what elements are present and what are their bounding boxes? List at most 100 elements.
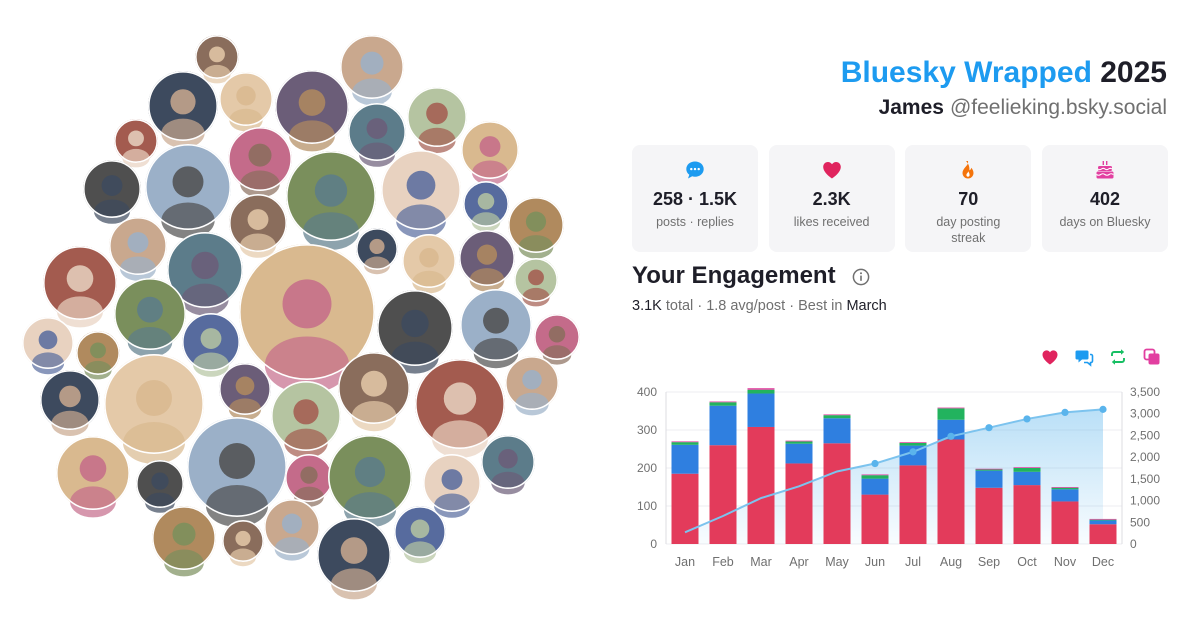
y-tick-label: 200 [637,461,657,475]
bar-segment [747,388,775,390]
cumulative-point [947,432,955,440]
engagement-chart: 0 100 200 300 400 0 500 1,000 1,500 2,000 2,500 3,0… [637,385,1160,569]
engagement-best-month: March [846,298,887,314]
avatar [274,70,349,152]
avatar [239,244,375,394]
stat-card-days: 402 days on Bluesky [1041,145,1168,252]
avatar [337,351,410,432]
bar-segment [785,443,813,464]
x-tick-label: Feb [712,555,734,569]
bar-segment [1051,487,1079,488]
brand-title: Bluesky Wrapped [840,56,1092,89]
bar-segment [1089,524,1117,544]
y-tick-label: 0 [650,537,657,551]
cumulative-point [1061,408,1069,417]
bar-segment [1013,467,1041,468]
info-icon[interactable] [852,268,870,286]
avatar [462,181,509,232]
cumulative-point [1099,405,1107,413]
stat-value: 70 [958,189,979,209]
engagement-summary: 3.1K total · 1.8 avg/post · Best in Marc… [632,298,887,314]
avatar [459,288,532,369]
avatar [376,289,453,374]
avatar [114,277,187,358]
bar-segment [671,441,699,443]
bar-segment [785,440,813,442]
avatar [55,435,131,518]
engagement-title: Your Engagement [632,262,836,289]
cumulative-line [684,408,1104,534]
x-tick-label: Sep [978,555,1000,569]
bar-segment [823,414,851,416]
stat-label: likes received [793,215,870,229]
avatar [316,517,391,600]
bar-segment [671,473,699,544]
y2-tick-label: 2,500 [1130,428,1160,442]
bar-segment [1089,520,1117,525]
bar-segment [747,393,775,427]
x-tick-label: Jun [865,555,885,569]
avatar [219,362,272,421]
bar-segment [861,478,889,495]
avatar [406,87,467,153]
avatar [222,519,265,567]
cumulative-point [909,448,917,456]
avatar [76,330,121,380]
avatar [339,34,404,106]
avatar [327,434,412,528]
bar-segment [709,445,737,544]
avatar [136,459,185,513]
bar-segment [823,443,851,544]
user-handle: @feelieking.bsky.social [949,96,1167,119]
x-tick-label: Aug [940,555,962,569]
avatar [219,72,274,132]
bar-segment [975,487,1003,544]
bar-segment [861,475,889,479]
reposts-legend-icon[interactable] [1108,347,1128,367]
bar-segment [785,463,813,544]
avatar [422,453,481,518]
bar-segment [1051,489,1079,502]
avatar [513,257,558,307]
cumulative-point [985,424,993,432]
avatar [480,434,535,495]
x-tick-label: Mar [750,555,772,569]
y2-tick-label: 1,000 [1130,494,1160,508]
avatar [228,127,293,198]
avatar [104,353,205,464]
quotes-legend-icon[interactable] [1142,347,1162,367]
y2-tick-label: 0 [1130,537,1137,551]
bar-segment [671,442,699,445]
bar-segment [1013,471,1041,486]
avatar [347,103,406,167]
avatar [284,453,333,507]
avatar [380,150,461,238]
avatar [187,416,288,527]
avatar [229,194,288,258]
bar-segment [709,405,737,446]
avatar [42,246,118,328]
chat-bubble-icon [686,161,704,179]
avatar [109,217,168,281]
stat-label: days on Bluesky [1059,215,1151,229]
likes-legend-icon[interactable] [1040,347,1060,367]
user-name: James [878,96,944,119]
bar-segment [899,465,927,544]
avatar [21,316,75,375]
bar-segment [823,418,851,444]
bar-segment [709,401,737,403]
avatar [39,369,101,436]
cumulative-point [871,459,879,468]
avatar-cloud [21,34,580,600]
avatar [83,160,142,224]
bar-segment [709,402,737,406]
y-tick-label: 400 [637,385,657,399]
replies-legend-icon[interactable] [1074,347,1094,367]
avatar [270,380,341,458]
x-tick-label: Dec [1092,555,1114,569]
heart-icon [822,162,841,179]
x-tick-label: Apr [789,555,808,569]
engagement-total-word: total [665,298,694,314]
avatar [167,232,244,316]
y-tick-label: 300 [637,423,657,437]
